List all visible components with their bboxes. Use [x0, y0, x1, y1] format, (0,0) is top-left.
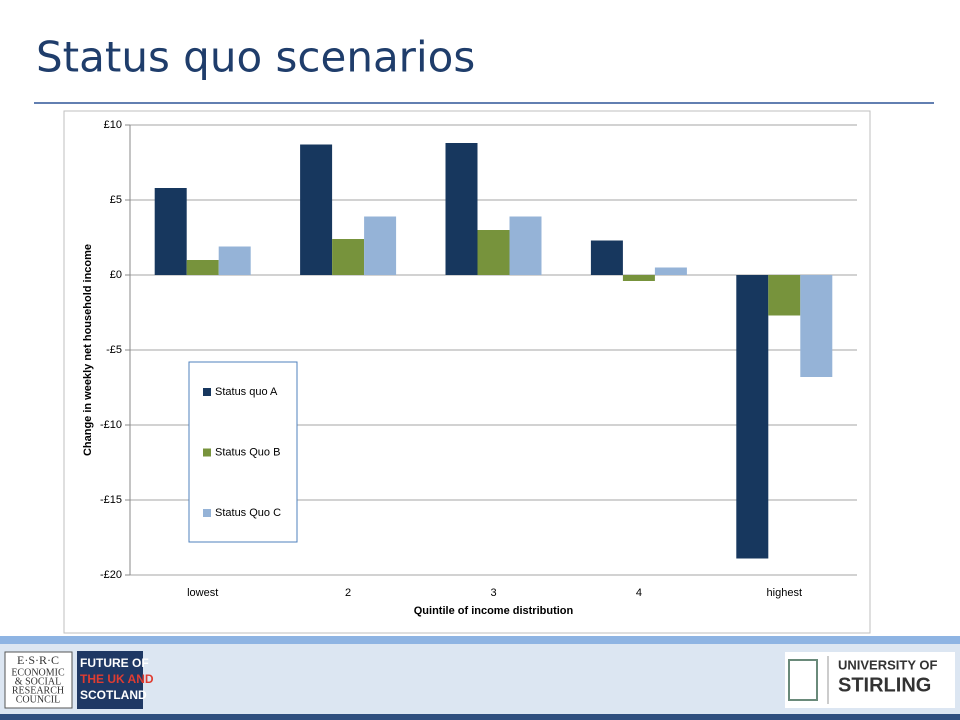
bar: [736, 275, 769, 559]
y-tick-label: -£10: [100, 419, 122, 431]
bar: [654, 267, 687, 275]
footer-bottom: [0, 714, 960, 720]
logo-text: STIRLING: [838, 674, 931, 696]
x-tick-label: 4: [636, 587, 642, 599]
bar: [590, 240, 623, 275]
x-tick-label: lowest: [187, 587, 218, 599]
logo-text: RESEARCH: [12, 685, 64, 696]
bar: [800, 275, 833, 377]
legend-swatch: [203, 448, 211, 457]
y-axis-label: Change in weekly net household income: [82, 244, 94, 456]
legend-label: Status Quo C: [215, 507, 281, 519]
logo-text: UNIVERSITY OF: [838, 657, 938, 672]
x-tick-label: 3: [490, 587, 496, 599]
bar: [332, 239, 365, 275]
y-tick-label: £10: [104, 119, 122, 131]
logo-text: FUTURE OF: [80, 656, 149, 670]
future-logo: [77, 651, 143, 709]
logo-text: COUNCIL: [16, 694, 60, 705]
y-tick-label: -£5: [106, 344, 122, 356]
y-tick-label: £5: [110, 194, 122, 206]
bar: [154, 188, 187, 275]
x-axis-label: Quintile of income distribution: [414, 605, 574, 617]
bar: [509, 216, 542, 275]
chart: £10 £5 £0 -£5 -£10 -£15 -£20 lowest 2 3 4 highest Qu…: [82, 119, 857, 617]
x-tick-label: highest: [767, 587, 802, 599]
logo-text: E·S·R·C: [17, 653, 59, 667]
x-tick-label: 2: [345, 587, 351, 599]
logo-text: THE UK AND: [80, 672, 154, 686]
footer-stripe: [0, 636, 960, 644]
bar: [364, 216, 397, 275]
bar: [768, 275, 801, 316]
crest: [788, 659, 818, 701]
logo-text: SCOTLAND: [80, 688, 147, 702]
esrc-logo: [4, 651, 73, 709]
bar: [218, 246, 251, 275]
bar: [477, 230, 510, 275]
bar: [622, 275, 655, 281]
bar: [300, 144, 333, 275]
logo-text: & SOCIAL: [15, 676, 61, 687]
legend-swatch: [203, 388, 211, 396]
bar: [445, 143, 478, 275]
logo-text: ECONOMIC: [11, 667, 65, 678]
legend-swatch: [203, 509, 211, 517]
y-tick-label: £0: [110, 269, 122, 281]
stirling-logo: [785, 652, 955, 708]
slide-title: Status quo scenarios: [36, 33, 475, 82]
legend-label: Status quo A: [215, 386, 278, 398]
y-tick-label: -£15: [100, 494, 122, 506]
bar: [186, 260, 219, 275]
y-tick-label: -£20: [100, 569, 122, 581]
legend-label: Status Quo B: [215, 446, 280, 458]
